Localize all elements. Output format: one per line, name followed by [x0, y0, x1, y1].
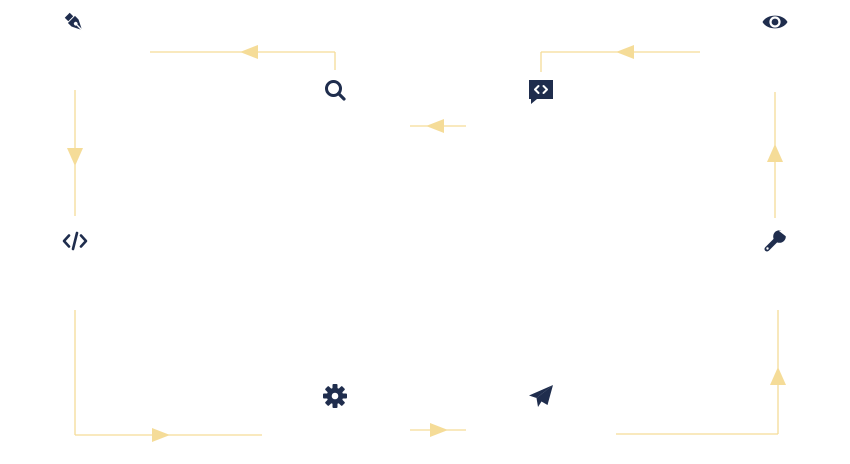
edge-preview-to-code-review [540, 45, 700, 72]
edge-maintain-to-preview [767, 92, 783, 218]
wrench-icon [761, 227, 789, 255]
edge-code-review-to-search [410, 119, 466, 133]
edge-configure-to-deploy [410, 423, 466, 437]
search-icon [321, 76, 349, 104]
eye-icon [761, 8, 789, 36]
gear-icon [321, 382, 349, 410]
code-icon [61, 227, 89, 255]
edge-deploy-to-maintain [616, 310, 786, 435]
paper-plane-icon [527, 382, 555, 410]
edge-code-to-configure [74, 310, 262, 442]
code-comment-icon [527, 78, 555, 106]
edge-design-to-code [67, 90, 83, 216]
pen-nib-icon [61, 9, 89, 37]
edge-search-to-design [150, 45, 336, 70]
